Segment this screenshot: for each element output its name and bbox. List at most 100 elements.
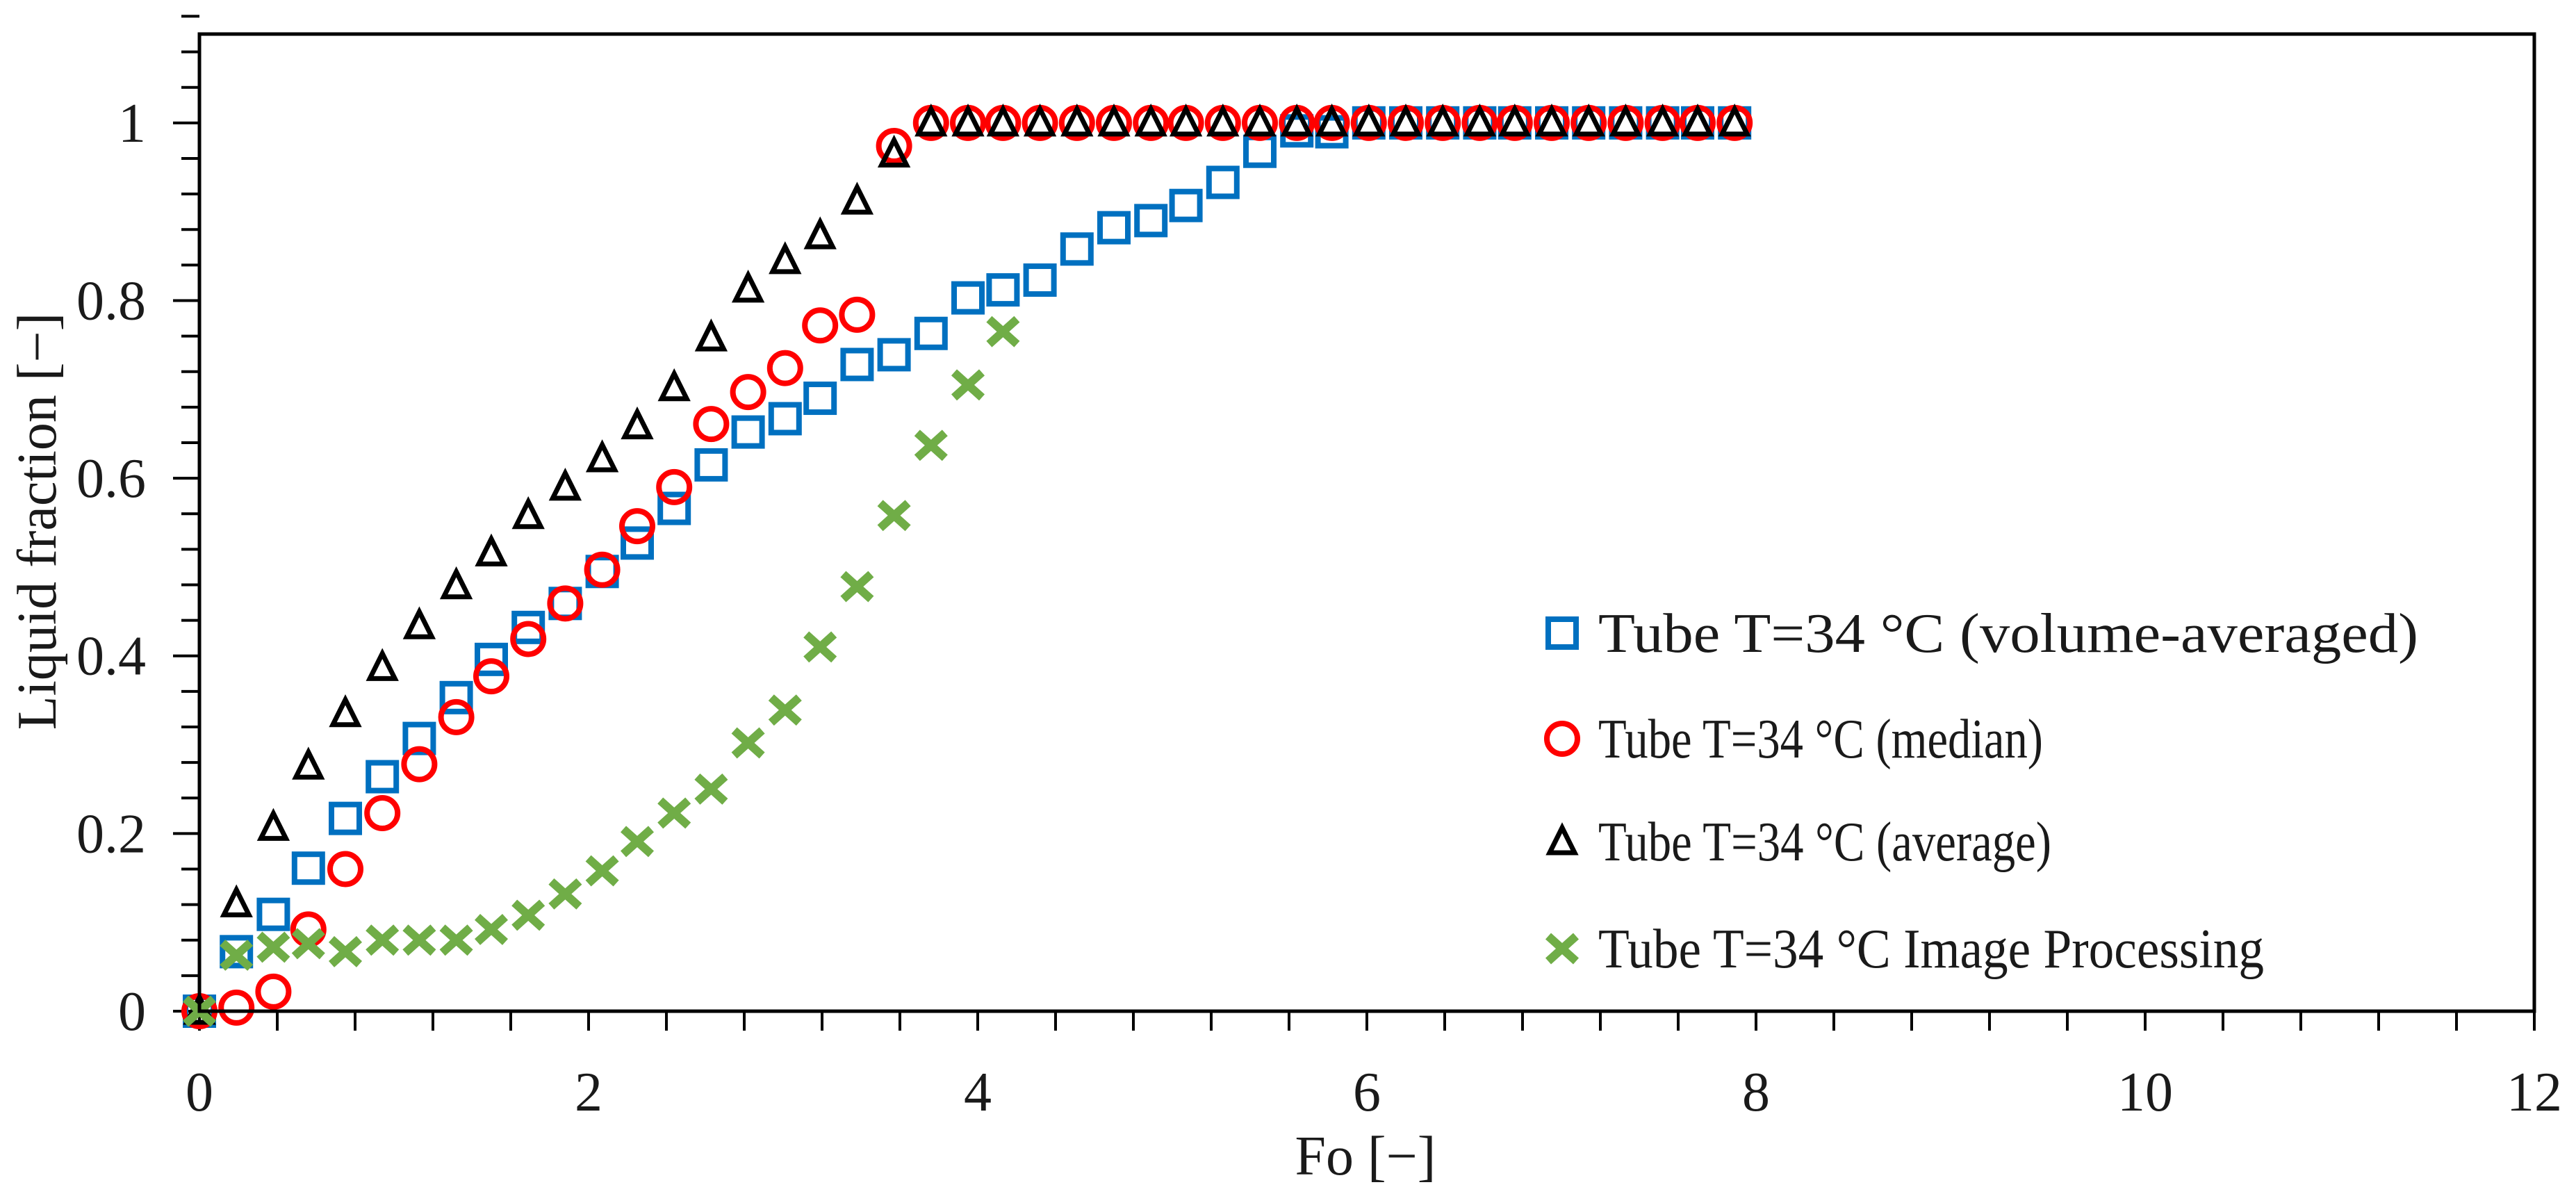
data-point-square [511,610,545,644]
data-point-triangle [1609,103,1643,137]
data-point-square [840,347,874,382]
data-point-triangle [1681,103,1714,137]
data-point-square [694,448,728,482]
x-tick-label: 12 [2507,1062,2562,1123]
data-point-circle [327,851,363,887]
data-point-x [256,931,290,963]
data-point-circle [510,621,547,657]
data-point-square [439,680,473,714]
legend-item: Tube T=34 °C (median) [1544,709,2043,770]
data-point-circle [766,350,803,386]
legend-marker-x-icon-stroke [1545,933,1580,965]
data-point-x [548,878,582,910]
y-tick-labels: 0 0.2 0.4 0.6 0.8 1 [76,93,146,1042]
x-tick-labels: 0 2 4 6 8 10 12 [186,1062,2562,1123]
data-point-circle [584,551,621,588]
data-point-square [986,273,1020,307]
data-point-triangle [292,746,325,780]
data-point-circle [839,296,876,333]
data-point-x [366,924,400,956]
legend-label: Tube T=34 °C (average) [1598,812,2051,873]
legend-label: Tube T=34 °C (median) [1598,709,2043,770]
legend-item: Tube T=34 °C Image Processing [1545,919,2264,980]
legend-item: Tube T=34 °C (average) [1545,812,2051,873]
data-point-square [1134,204,1168,238]
legend-label: Tube T=34 °C Image Processing [1598,919,2264,980]
x-axis-label: Fo [−] [1295,1126,1436,1187]
data-point-triangle [220,884,253,917]
plot-frame [197,32,2536,1013]
data-point-triangle [511,496,545,530]
data-point-x [914,429,948,461]
data-point-triangle [1315,103,1349,137]
data-point-x [951,369,985,401]
data-point-x-stroke [768,694,802,726]
data-point-triangle [548,468,582,501]
data-point-square [291,851,325,885]
data-point-triangle [329,694,362,728]
data-point-square [1169,188,1203,222]
data-point-x-stroke [951,369,985,401]
data-point-triangle [1060,103,1094,137]
data-point-triangle [1646,103,1680,137]
data-point-triangle [475,533,508,566]
x-tick-label: 0 [186,1062,213,1123]
data-point-triangle [731,270,765,303]
data-point-x-stroke [220,940,254,971]
legend-marker-square-icon [1545,616,1579,650]
data-point-triangle [1206,103,1240,137]
legend-marker-circle-icon [1544,721,1580,757]
data-point-x [474,913,509,945]
data-point-triangle [1280,103,1313,137]
x-tick-label: 4 [964,1062,992,1123]
data-point-x [328,935,363,967]
data-point-x-stroke [986,316,1020,347]
data-point-x-stroke [840,571,874,603]
data-point-x [803,631,837,663]
data-point-square [1206,165,1240,199]
data-point-x-stroke [328,935,363,967]
legend-marker-x-icon [1545,933,1580,965]
data-point-square [621,526,654,560]
y-tick-label: 1 [118,93,146,154]
y-tick-label: 0.4 [76,626,146,687]
data-point-triangle [1134,103,1167,137]
data-point-triangle [694,318,728,352]
legend-marker-triangle-icon [1545,822,1579,856]
data-point-x-stroke [657,797,691,829]
data-point-x [402,924,436,956]
x-tick-label: 8 [1742,1062,1770,1123]
data-point-x [585,855,619,887]
data-point-triangle [657,368,691,402]
data-point-square [951,281,985,315]
x-tick-label: 2 [575,1062,602,1123]
data-point-square [475,642,508,676]
x-tick-label: 10 [2117,1062,2173,1123]
data-point-square [220,935,254,969]
data-point-x [840,571,874,603]
data-point-square [402,721,436,755]
data-point-x-stroke [402,924,436,956]
legend-item: Tube T=34 °C (volume-averaged) [1545,603,2418,664]
legend-label: Tube T=34 °C (volume-averaged) [1598,603,2418,664]
data-point-square [768,402,802,436]
data-point-circle [255,973,292,1010]
data-point-circle [730,374,766,411]
data-point-x [657,797,691,829]
data-point-square [731,415,765,449]
x-tick-label: 6 [1353,1062,1381,1123]
data-point-square [256,897,290,931]
data-point-circle [876,128,912,165]
data-point-square [657,491,691,525]
data-point-triangle [1572,103,1605,137]
data-point-x-stroke [474,913,509,945]
data-point-triangle [1169,103,1203,137]
legend: Tube T=34 °C (volume-averaged) Tube T=34 … [1544,603,2418,980]
data-point-square [329,801,362,835]
data-point-triangle [951,103,985,137]
y-tick-label: 0.8 [76,270,146,332]
series-x [182,316,1020,1027]
data-point-x-stroke [877,500,911,532]
